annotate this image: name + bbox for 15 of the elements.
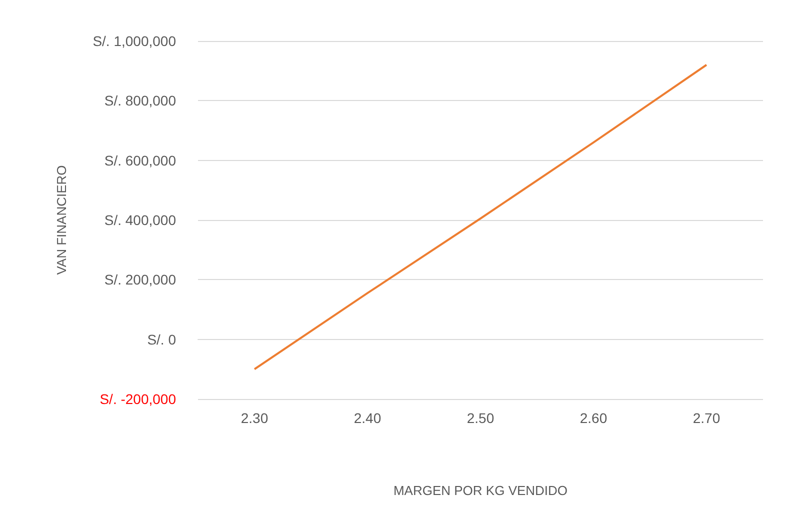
x-tick-label: 2.30 [240,410,268,426]
y-tick-label: S/. 600,000 [104,152,176,168]
y-tick-label: S/. 0 [147,331,176,348]
x-tick-label: 2.50 [466,410,494,426]
line-series [254,64,708,370]
x-tick-label: 2.40 [354,410,382,426]
x-axis-title: MARGEN POR KG VENDIDO [393,483,568,498]
y-tick-label: S/. -200,000 [100,391,176,407]
x-tick-label: 2.70 [692,410,720,426]
y-axis-title: VAN FINANCIERO [54,165,69,275]
y-tick-label: S/. 400,000 [104,212,176,228]
y-tick-label: S/. 1,000,000 [92,33,176,49]
y-tick-label: S/. 200,000 [104,272,176,288]
x-tick-label: 2.60 [580,410,608,426]
y-tick-label: S/. 800,000 [104,92,176,109]
